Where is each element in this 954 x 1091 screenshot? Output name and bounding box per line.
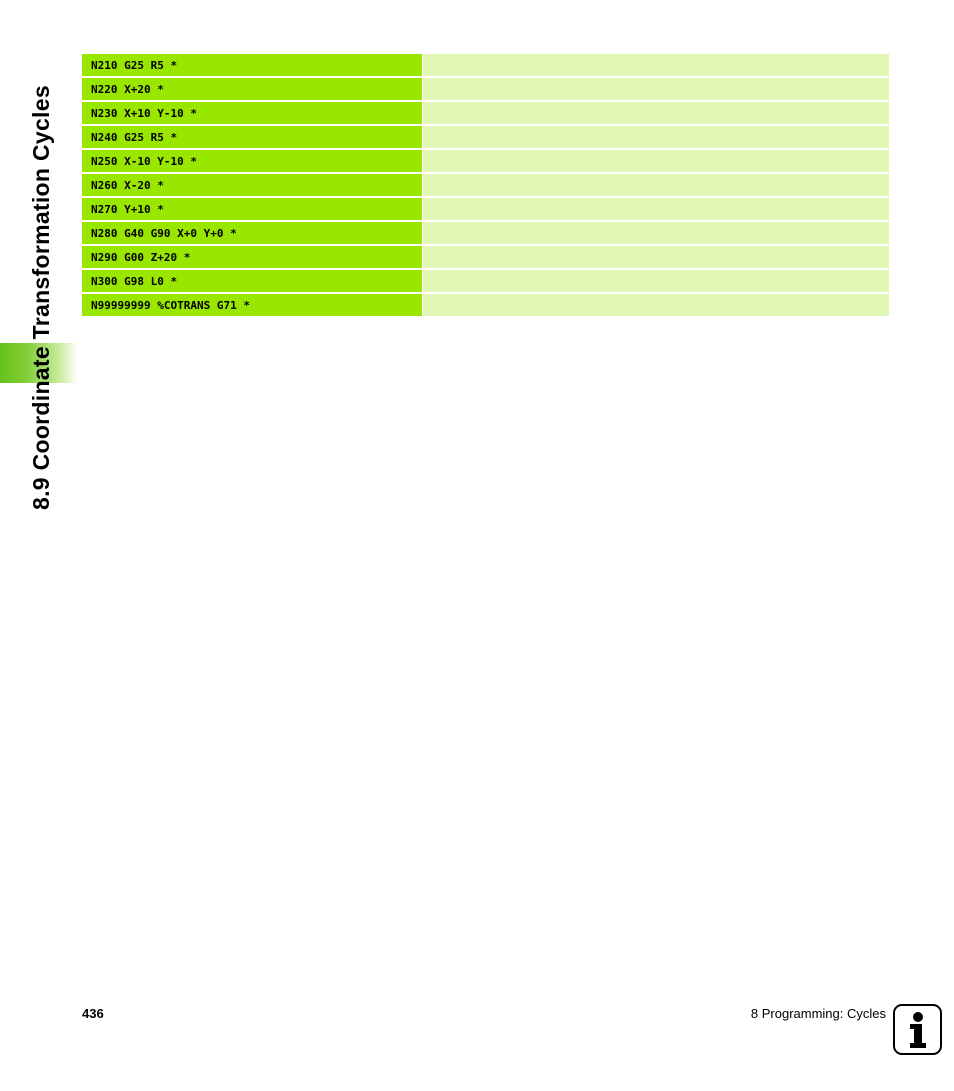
comment-cell: [423, 174, 889, 196]
program-row: N230 X+10 Y-10 *: [82, 102, 889, 124]
comment-cell: [423, 270, 889, 292]
comment-cell: [423, 294, 889, 316]
program-row: N300 G98 L0 *: [82, 270, 889, 292]
comment-cell: [423, 126, 889, 148]
program-line: N260 X-20 *: [82, 174, 422, 196]
section-title: 8.9 Coordinate Transformation Cycles: [28, 85, 54, 510]
program-row: N290 G00 Z+20 *: [82, 246, 889, 268]
program-line: N290 G00 Z+20 *: [82, 246, 422, 268]
program-line: N220 X+20 *: [82, 78, 422, 100]
nc-program-table: N210 G25 R5 * N220 X+20 * N230 X+10 Y-10…: [82, 54, 889, 318]
program-line: N210 G25 R5 *: [82, 54, 422, 76]
comment-cell: [423, 246, 889, 268]
program-row: N220 X+20 *: [82, 78, 889, 100]
program-line: N230 X+10 Y-10 *: [82, 102, 422, 124]
program-line: N240 G25 R5 *: [82, 126, 422, 148]
program-line: N280 G40 G90 X+0 Y+0 *: [82, 222, 422, 244]
comment-cell: [423, 222, 889, 244]
comment-cell: [423, 78, 889, 100]
comment-cell: [423, 54, 889, 76]
program-row: N250 X-10 Y-10 *: [82, 150, 889, 172]
program-row: N99999999 %COTRANS G71 *: [82, 294, 889, 316]
program-line: N99999999 %COTRANS G71 *: [82, 294, 422, 316]
section-tab-marker: [0, 343, 78, 383]
program-row: N240 G25 R5 *: [82, 126, 889, 148]
comment-cell: [423, 198, 889, 220]
program-row: N210 G25 R5 *: [82, 54, 889, 76]
program-row: N270 Y+10 *: [82, 198, 889, 220]
program-line: N270 Y+10 *: [82, 198, 422, 220]
page-number: 436: [82, 1006, 104, 1021]
comment-cell: [423, 102, 889, 124]
comment-cell: [423, 150, 889, 172]
program-line: N300 G98 L0 *: [82, 270, 422, 292]
info-icon: [893, 1004, 942, 1055]
program-row: N280 G40 G90 X+0 Y+0 *: [82, 222, 889, 244]
program-line: N250 X-10 Y-10 *: [82, 150, 422, 172]
chapter-label: 8 Programming: Cycles: [750, 1006, 886, 1021]
program-row: N260 X-20 *: [82, 174, 889, 196]
